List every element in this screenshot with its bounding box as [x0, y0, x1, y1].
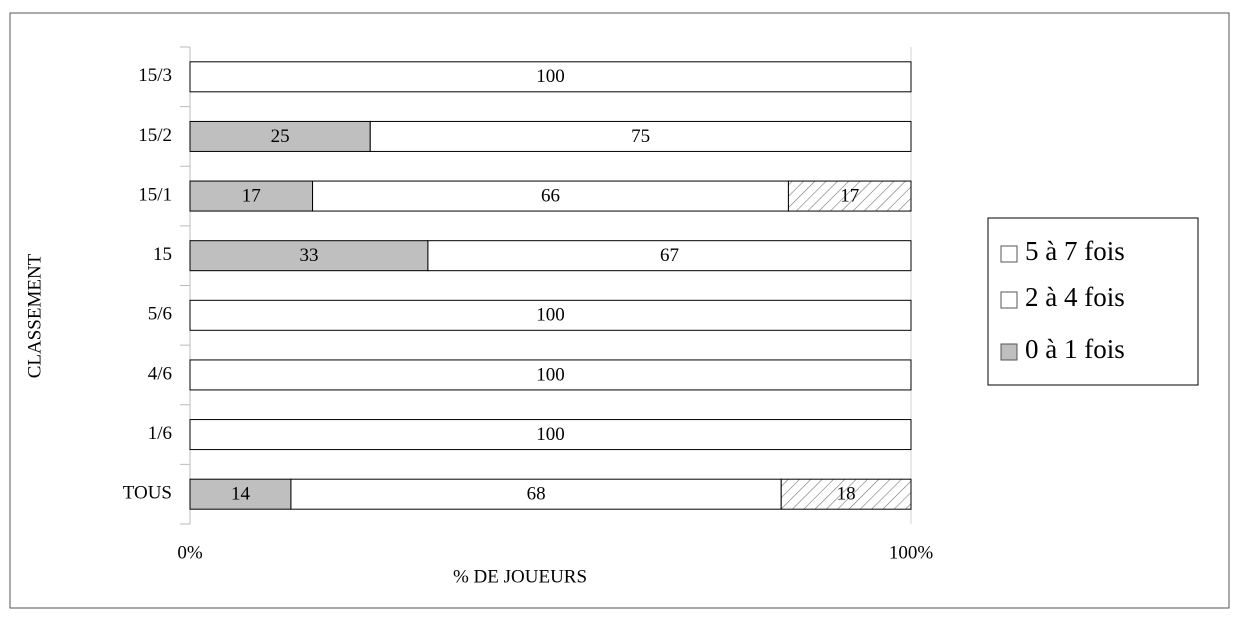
data-label: 67	[660, 245, 679, 266]
data-label: 75	[631, 126, 650, 147]
y-tick-label: 15/2	[138, 125, 172, 146]
bar-segment	[189, 240, 429, 272]
data-label: 17	[242, 185, 261, 206]
y-tick-label: TOUS	[123, 483, 172, 504]
x-tick-label: 0%	[177, 542, 203, 563]
data-label: 68	[527, 484, 546, 505]
y-tick-label: 4/6	[148, 363, 172, 384]
y-tick-label: 1/6	[148, 423, 172, 444]
legend-swatch	[1000, 245, 1018, 263]
bar-segment	[189, 359, 912, 391]
bar-segment	[290, 478, 782, 510]
bar-segment	[312, 180, 789, 212]
bar-segment	[189, 120, 371, 152]
bar-segment	[189, 61, 912, 93]
bar-segment	[427, 240, 912, 272]
bar-segment	[787, 180, 912, 212]
data-label: 100	[536, 66, 565, 87]
legend-label: 5 à 7 fois	[1025, 236, 1125, 266]
data-label: 100	[536, 364, 565, 385]
x-axis-label: % DE JOUEURS	[453, 566, 587, 587]
bar-segment	[369, 120, 912, 152]
legend-swatch	[1000, 343, 1018, 361]
bar-segment	[189, 180, 314, 212]
y-tick-label: 15	[153, 244, 172, 265]
data-label: 66	[541, 185, 560, 206]
data-label: 100	[536, 305, 565, 326]
bar-segment	[189, 299, 912, 331]
y-axis-label: CLASSEMENT	[24, 253, 45, 378]
chart-border	[9, 12, 1230, 609]
legend-swatch	[1000, 291, 1018, 309]
data-label: 14	[231, 484, 251, 505]
x-tick-label: 100%	[889, 542, 934, 563]
legend-label: 2 à 4 fois	[1025, 282, 1125, 312]
bar-segment	[780, 478, 912, 510]
data-label: 100	[536, 424, 565, 445]
data-label: 17	[840, 185, 859, 206]
data-label: 18	[837, 484, 856, 505]
y-tick-label: 5/6	[148, 304, 172, 325]
bar-segment	[189, 419, 912, 451]
legend-box	[987, 217, 1199, 386]
y-tick-label: 15/1	[138, 184, 172, 205]
data-label: 33	[299, 245, 318, 266]
y-tick-label: 15/3	[138, 65, 172, 86]
data-label: 25	[271, 126, 290, 147]
legend-label: 0 à 1 fois	[1025, 334, 1125, 364]
